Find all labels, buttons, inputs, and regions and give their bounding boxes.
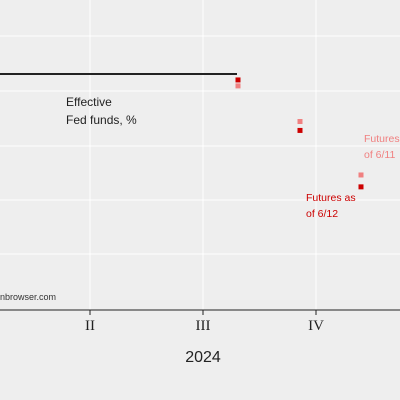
x-axis-title: 2024: [185, 349, 221, 366]
x-tick-label-III: III: [195, 318, 211, 334]
chart-series: [0, 73, 364, 190]
chart-x-axis: [0, 309, 400, 315]
futures-612-label-line2: of 6/12: [306, 208, 339, 220]
source-credit: nbrowser.com: [0, 292, 57, 302]
futures-612-point-1: [297, 127, 303, 133]
futures-612-point-2: [358, 184, 364, 190]
futures-611-label-line1: Futures: [364, 133, 400, 145]
futures-612-label: Futures as of 6/12: [306, 190, 356, 222]
effective-label-line2: Fed funds, %: [66, 113, 137, 127]
effective-label-line1: Effective: [66, 95, 112, 109]
futures-611-point-1: [297, 119, 303, 125]
chart-grid: [0, 0, 400, 310]
futures-611-point-0: [235, 83, 241, 89]
futures-611-label: Futures of 6/11: [364, 131, 400, 163]
effective-label: Effective Fed funds, %: [66, 93, 137, 129]
futures-611-point-2: [358, 172, 364, 178]
futures-612-point-0: [235, 77, 241, 83]
x-tick-label-IV: IV: [308, 318, 324, 334]
x-tick-label-II: II: [85, 318, 95, 334]
futures-612-label-line1: Futures as: [306, 192, 356, 204]
futures-611-label-line2: of 6/11: [364, 149, 396, 161]
